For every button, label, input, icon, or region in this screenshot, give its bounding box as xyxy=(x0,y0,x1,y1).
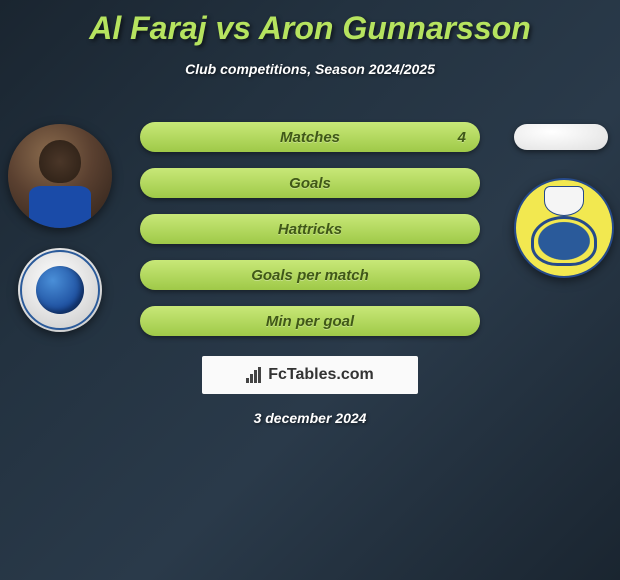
page-subtitle: Club competitions, Season 2024/2025 xyxy=(0,61,620,77)
stat-row-goals: Goals xyxy=(140,168,480,198)
watermark-text: FcTables.com xyxy=(268,366,374,384)
bar-chart-icon xyxy=(246,367,264,383)
stat-label: Goals xyxy=(289,175,331,192)
stat-label: Hattricks xyxy=(278,221,342,238)
stats-list: Matches 4 Goals Hattricks Goals per matc… xyxy=(140,122,480,352)
club-right-badge xyxy=(514,178,614,278)
date-label: 3 december 2024 xyxy=(254,410,367,426)
stat-row-matches: Matches 4 xyxy=(140,122,480,152)
right-player-column xyxy=(514,124,610,278)
stat-label: Matches xyxy=(280,129,340,146)
stat-value-right: 4 xyxy=(458,129,466,146)
stat-row-min-per-goal: Min per goal xyxy=(140,306,480,336)
player-left-avatar xyxy=(8,124,112,228)
stat-label: Goals per match xyxy=(251,267,369,284)
club-left-badge xyxy=(18,248,102,332)
player-right-avatar-placeholder xyxy=(514,124,608,150)
left-player-column xyxy=(8,124,112,332)
stat-row-hattricks: Hattricks xyxy=(140,214,480,244)
page-title: Al Faraj vs Aron Gunnarsson xyxy=(0,0,620,47)
watermark-badge: FcTables.com xyxy=(202,356,418,394)
stat-label: Min per goal xyxy=(266,313,354,330)
stat-row-goals-per-match: Goals per match xyxy=(140,260,480,290)
